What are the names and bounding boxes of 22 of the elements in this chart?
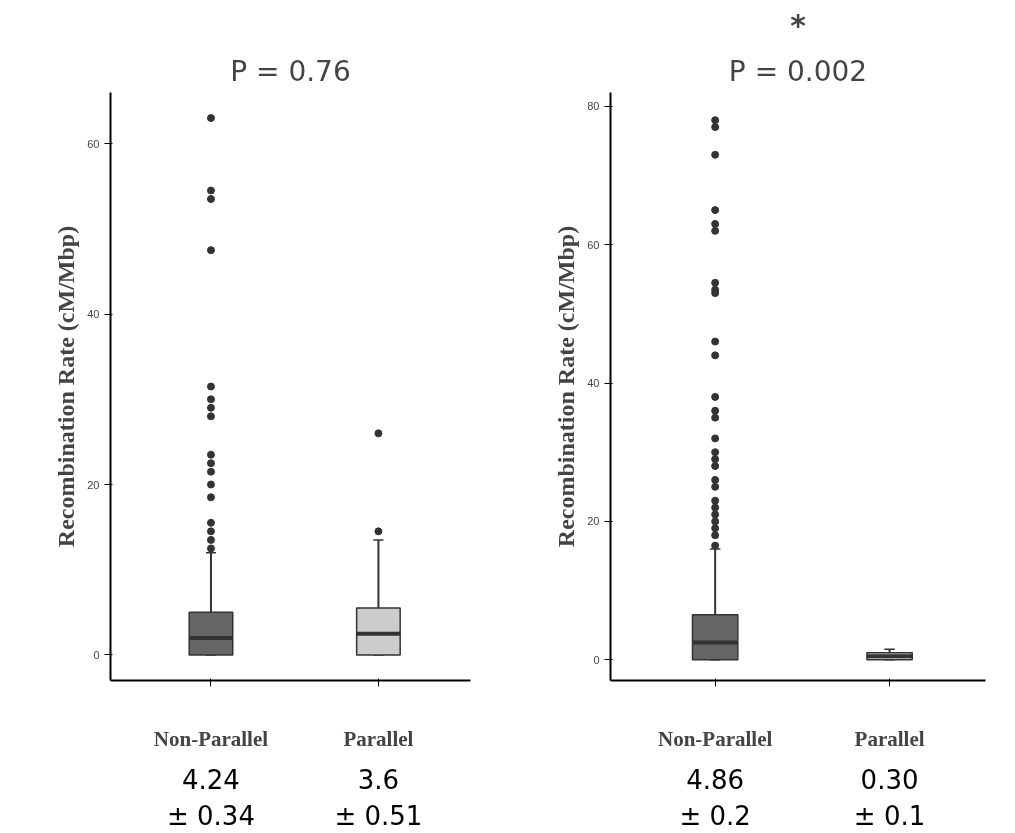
- text: 3.6 ± 0.51: [334, 764, 423, 831]
- text: 4.24 ± 0.34: [166, 764, 255, 831]
- y-tick-label: 40: [87, 308, 100, 321]
- x-tick-label: Non-Parallel: [658, 726, 773, 751]
- chart-title: P = 0.76: [230, 54, 351, 88]
- y-axis-title: Recombination Rate (cM/Mbp): [53, 225, 80, 548]
- y-tick-label: 60: [87, 137, 100, 150]
- x-tick-label: Non-Parallel: [153, 726, 269, 751]
- y-tick-label: 40: [587, 377, 600, 390]
- text: 0.30 ± 0.1: [853, 764, 926, 831]
- text: 4.86 ± 0.2: [679, 764, 751, 831]
- y-tick-label: 0: [93, 648, 100, 661]
- x-tick-label: Parallel: [854, 726, 925, 751]
- y-axis-title: Recombination Rate (cM/Mbp): [553, 225, 580, 548]
- y-tick-label: 60: [587, 238, 600, 251]
- y-tick-label: 0: [593, 653, 600, 666]
- y-tick-label: 80: [587, 100, 600, 113]
- y-tick-label: 20: [87, 478, 100, 491]
- y-tick-label: 20: [587, 515, 600, 528]
- chart-title: P = 0.002: [728, 54, 868, 88]
- text: *: [790, 7, 807, 43]
- x-tick-label: Parallel: [343, 726, 414, 751]
